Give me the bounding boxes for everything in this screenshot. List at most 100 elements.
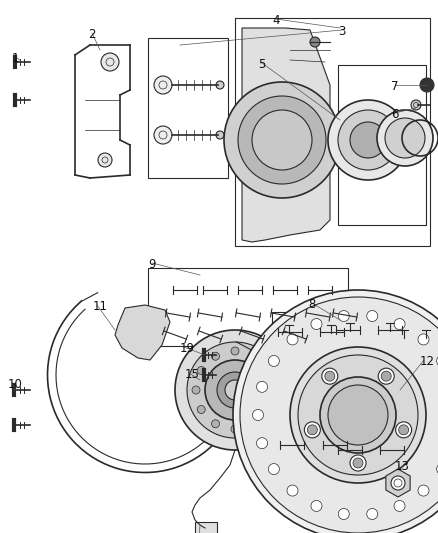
Text: 15: 15 [185,368,200,381]
Text: 19: 19 [180,342,195,355]
Circle shape [270,386,278,394]
Circle shape [328,100,408,180]
Circle shape [154,76,172,94]
Circle shape [251,420,258,428]
Bar [403,346,427,390]
Circle shape [231,347,239,355]
Bar [285,333,335,438]
Circle shape [385,118,425,158]
Circle shape [394,500,405,512]
Circle shape [396,422,412,438]
Text: 12: 12 [420,355,435,368]
Circle shape [420,78,434,92]
Bar [400,338,430,418]
Polygon shape [115,305,170,360]
Text: 9: 9 [148,258,155,271]
Circle shape [217,372,253,408]
Circle shape [307,425,318,435]
Circle shape [353,458,363,468]
Text: 10: 10 [8,378,23,391]
Circle shape [175,330,295,450]
Circle shape [251,352,258,360]
Circle shape [98,153,112,167]
Circle shape [320,377,396,453]
Bar [349,339,391,393]
Circle shape [257,381,268,392]
Circle shape [101,53,119,71]
Circle shape [367,508,378,520]
Circle shape [197,367,205,375]
Polygon shape [386,469,410,497]
Circle shape [216,81,224,89]
Circle shape [287,334,298,345]
Circle shape [350,455,366,471]
Text: 13: 13 [395,460,410,473]
Circle shape [322,368,338,384]
Circle shape [252,409,264,421]
Circle shape [418,334,429,345]
Circle shape [192,386,200,394]
Circle shape [268,356,279,366]
Text: 3: 3 [338,25,346,38]
Text: 4: 4 [272,14,279,27]
Circle shape [268,464,279,474]
Circle shape [187,342,283,438]
Circle shape [205,360,265,420]
Circle shape [287,485,298,496]
Circle shape [212,352,219,360]
Circle shape [350,122,386,158]
Circle shape [238,96,326,184]
Bar [235,18,430,246]
Circle shape [338,110,398,170]
Circle shape [197,406,205,414]
Circle shape [216,131,224,139]
Circle shape [231,425,239,433]
Circle shape [437,356,438,366]
Circle shape [399,425,409,435]
Circle shape [367,311,378,321]
Circle shape [391,476,405,490]
Circle shape [290,347,426,483]
Circle shape [328,385,388,445]
Text: 7: 7 [391,80,399,93]
Circle shape [257,438,268,449]
Circle shape [311,319,322,329]
Bar [338,65,426,225]
Circle shape [325,371,335,381]
Circle shape [225,380,245,400]
Circle shape [338,508,349,520]
Circle shape [377,110,433,166]
Circle shape [411,100,421,110]
Circle shape [212,420,219,428]
Bar [272,312,430,482]
Circle shape [265,406,273,414]
Bar [195,522,217,533]
Circle shape [378,368,394,384]
Circle shape [240,297,438,533]
Text: 11: 11 [93,300,108,313]
Circle shape [381,371,391,381]
Text: 2: 2 [88,28,95,41]
Polygon shape [242,28,330,242]
Text: 8: 8 [308,298,315,311]
Circle shape [418,485,429,496]
Circle shape [224,82,340,198]
Circle shape [310,37,320,47]
Bar [148,38,228,178]
Circle shape [265,367,273,375]
Bar [288,341,332,398]
Circle shape [394,319,405,329]
Circle shape [233,290,438,533]
Circle shape [338,311,349,321]
Text: 1: 1 [12,52,20,65]
Circle shape [298,355,418,475]
Bar [148,268,348,346]
Circle shape [311,500,322,512]
Text: 6: 6 [391,108,399,121]
Circle shape [252,110,312,170]
Text: 5: 5 [258,58,265,71]
Circle shape [154,126,172,144]
Circle shape [437,464,438,474]
Bar [346,331,394,429]
Circle shape [304,422,320,438]
